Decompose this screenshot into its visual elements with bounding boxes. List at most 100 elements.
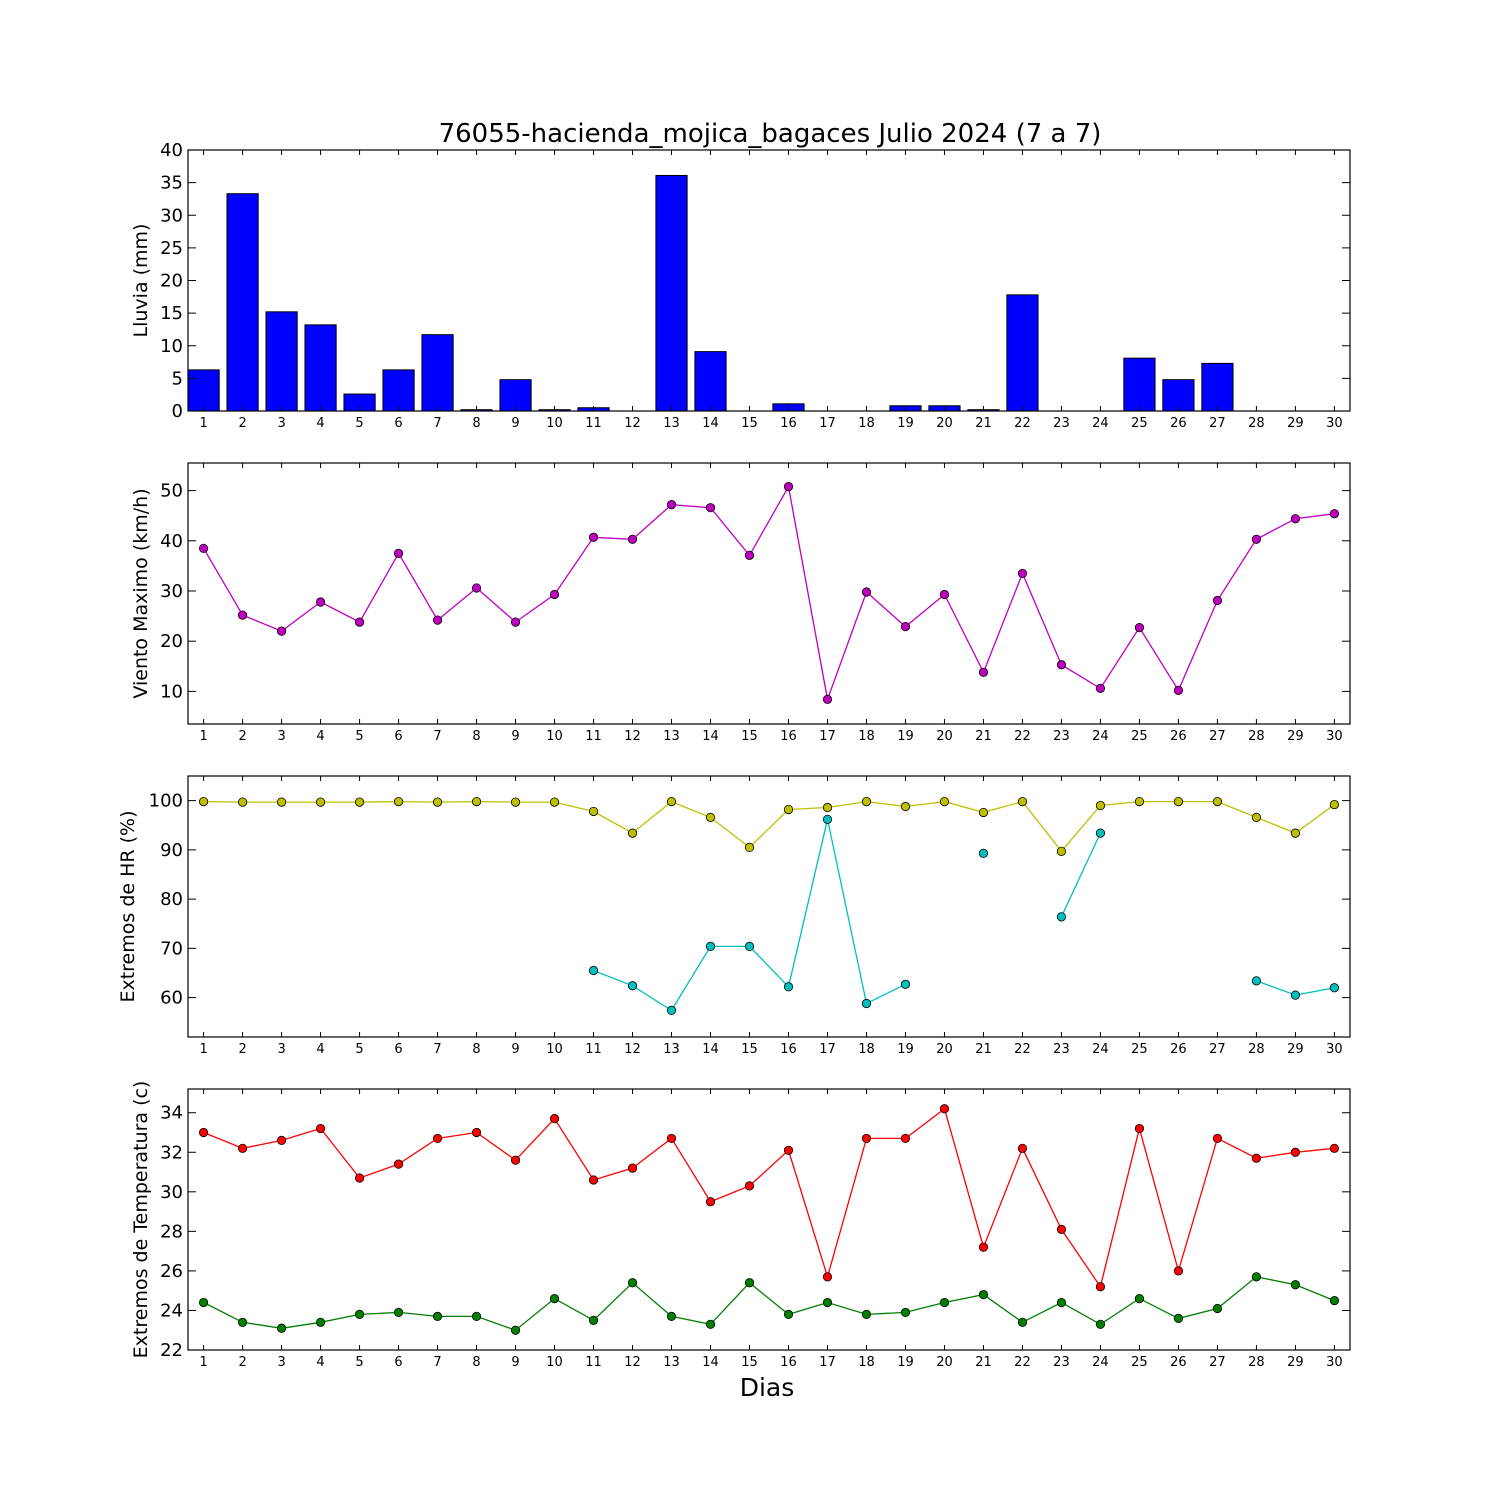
extremos-de-hr-series-2-point-13 [666, 1005, 677, 1016]
lluvia-mm-xtick-label-24: 24 [1092, 416, 1109, 431]
lluvia-mm-bar-22 [1006, 294, 1039, 412]
extremos-de-temperatura-c-series-1-point-24 [1095, 1282, 1106, 1292]
viento-maximo-km-h-plot-area [188, 463, 1350, 724]
extremos-de-hr-xtick-label-12: 12 [624, 1042, 641, 1057]
panel-extremos-de-hr: 1 2 3 4 5 6 7 8 9 10 11 12 13 14 15 16 17 18 19 20 21 22 23 24 2… [117, 775, 1351, 1057]
lluvia-mm-xtick-label-20: 20 [936, 416, 953, 431]
extremos-de-hr-series-1-point-14 [705, 812, 716, 822]
extremos-de-temperatura-c-ytick-label-32: 32 [160, 1142, 183, 1163]
extremos-de-temperatura-c-series-2-point-6 [393, 1307, 404, 1318]
extremos-de-hr-series-1-point-20 [939, 797, 950, 807]
viento-maximo-km-h-xtick-label-3: 3 [277, 729, 285, 744]
viento-maximo-km-h-xtick-label-23: 23 [1053, 729, 1070, 744]
viento-maximo-km-h-xtick-label-18: 18 [858, 729, 875, 744]
extremos-de-hr-xtick-label-9: 9 [511, 1042, 519, 1057]
lluvia-mm-xtick-label-4: 4 [316, 416, 324, 431]
extremos-de-temperatura-c-series-1-point-16 [783, 1145, 794, 1155]
extremos-de-hr-series-1-point-2 [237, 797, 248, 807]
extremos-de-hr-series-1-point-3 [276, 797, 287, 807]
viento-maximo-km-h-xtick-label-11: 11 [585, 729, 602, 744]
extremos-de-temperatura-c-xtick-label-14: 14 [702, 1355, 719, 1370]
viento-maximo-km-h-series-1-point-18 [861, 587, 872, 597]
viento-maximo-km-h-xtick-label-5: 5 [355, 729, 363, 744]
extremos-de-hr-series-1-point-6 [393, 797, 404, 807]
viento-maximo-km-h-series-1-point-2 [237, 610, 248, 620]
extremos-de-temperatura-c-series-1-point-7 [432, 1133, 443, 1144]
viento-maximo-km-h-xtick-label-27: 27 [1209, 729, 1226, 744]
viento-maximo-km-h-series-1-point-23 [1056, 660, 1067, 670]
extremos-de-hr-ytick-label-90: 90 [160, 840, 183, 861]
viento-maximo-km-h-xtick-label-19: 19 [897, 729, 914, 744]
lluvia-mm-xtick-label-26: 26 [1170, 416, 1187, 431]
extremos-de-hr-xtick-label-10: 10 [546, 1042, 563, 1057]
viento-maximo-km-h-series-1-point-24 [1095, 683, 1106, 693]
viento-maximo-km-h-xtick-label-22: 22 [1014, 729, 1031, 744]
extremos-de-temperatura-c-series-2-point-30 [1329, 1295, 1340, 1306]
extremos-de-temperatura-c-xtick-label-3: 3 [277, 1355, 285, 1370]
extremos-de-hr-xtick-label-28: 28 [1248, 1042, 1265, 1057]
lluvia-mm-bar-14 [694, 351, 727, 412]
extremos-de-temperatura-c-series-1-point-8 [471, 1127, 482, 1138]
extremos-de-hr-series-2-point-24 [1095, 828, 1106, 838]
lluvia-mm-xtick-label-15: 15 [741, 416, 758, 431]
extremos-de-hr-xtick-label-2: 2 [238, 1042, 246, 1057]
viento-maximo-km-h-xtick-label-10: 10 [546, 729, 563, 744]
extremos-de-temperatura-c-series-1-point-10 [549, 1114, 560, 1124]
extremos-de-hr-xtick-label-27: 27 [1209, 1042, 1226, 1057]
extremos-de-hr-series-2-point-11 [588, 965, 599, 976]
extremos-de-temperatura-c-series-2-point-20 [939, 1297, 950, 1308]
extremos-de-hr-xtick-label-19: 19 [897, 1042, 914, 1057]
extremos-de-hr-xtick-label-18: 18 [858, 1042, 875, 1057]
lluvia-mm-ytick-label-0: 0 [172, 401, 183, 422]
extremos-de-temperatura-c-series-2-point-7 [432, 1311, 443, 1321]
extremos-de-hr-xtick-label-20: 20 [936, 1042, 953, 1057]
lluvia-mm-bar-3 [265, 311, 298, 412]
extremos-de-hr-xtick-label-3: 3 [277, 1042, 285, 1057]
extremos-de-temperatura-c-series-1-point-19 [900, 1133, 911, 1144]
extremos-de-hr-plot-area [188, 776, 1350, 1037]
extremos-de-hr-series-1-point-29 [1290, 828, 1301, 838]
viento-maximo-km-h-xtick-label-7: 7 [433, 729, 441, 744]
extremos-de-temperatura-c-series-1-point-28 [1251, 1153, 1262, 1163]
extremos-de-temperatura-c-xtick-label-27: 27 [1209, 1355, 1226, 1370]
extremos-de-hr-xtick-label-30: 30 [1326, 1042, 1343, 1057]
extremos-de-hr-series-1-point-8 [471, 797, 482, 807]
viento-maximo-km-h-xtick-label-21: 21 [975, 729, 992, 744]
lluvia-mm-xtick-label-16: 16 [780, 416, 797, 431]
extremos-de-temperatura-c-series-1-point-11 [588, 1175, 599, 1185]
lluvia-mm-xtick-label-7: 7 [433, 416, 441, 431]
extremos-de-temperatura-c-xtick-label-15: 15 [741, 1355, 758, 1370]
extremos-de-hr-series-1-point-12 [627, 828, 638, 838]
lluvia-mm-xtick-label-30: 30 [1326, 416, 1343, 431]
extremos-de-temperatura-c-ytick-label-28: 28 [160, 1221, 183, 1242]
lluvia-mm-xtick-label-12: 12 [624, 416, 641, 431]
extremos-de-temperatura-c-frame [187, 1088, 1351, 1351]
lluvia-mm-ytick-label-30: 30 [160, 205, 183, 226]
viento-maximo-km-h-series-1-line-1 [203, 484, 1335, 702]
extremos-de-hr-series-2-point-30 [1329, 983, 1340, 993]
viento-maximo-km-h-series-1-point-25 [1134, 623, 1145, 633]
viento-maximo-km-h-series-1-point-20 [939, 589, 950, 600]
extremos-de-temperatura-c-xtick-label-29: 29 [1287, 1355, 1304, 1370]
viento-maximo-km-h-series-1-point-29 [1290, 514, 1301, 524]
lluvia-mm-bar-7 [421, 334, 454, 412]
extremos-de-hr-series-1-point-15 [744, 842, 755, 853]
extremos-de-temperatura-c-series-1-point-25 [1134, 1123, 1145, 1134]
extremos-de-temperatura-c-series-2-point-11 [588, 1315, 599, 1325]
lluvia-mm-ytick-label-40: 40 [160, 140, 183, 161]
lluvia-mm-xtick-label-29: 29 [1287, 416, 1304, 431]
lluvia-mm-xtick-label-28: 28 [1248, 416, 1265, 431]
extremos-de-temperatura-c-xtick-label-12: 12 [624, 1355, 641, 1370]
extremos-de-hr-xtick-label-26: 26 [1170, 1042, 1187, 1057]
viento-maximo-km-h-ytick-label-20: 20 [160, 631, 183, 652]
extremos-de-hr-series-1-point-11 [588, 806, 599, 817]
lluvia-mm-xtick-label-6: 6 [394, 416, 402, 431]
extremos-de-temperatura-c-ytick-label-26: 26 [160, 1261, 183, 1282]
viento-maximo-km-h-series-1-point-10 [549, 589, 560, 600]
viento-maximo-km-h-series-1-point-5 [354, 617, 365, 627]
lluvia-mm-xtick-label-19: 19 [897, 416, 914, 431]
extremos-de-temperatura-c-xtick-label-19: 19 [897, 1355, 914, 1370]
viento-maximo-km-h-series-1-point-15 [744, 550, 755, 560]
extremos-de-hr-series-2-point-28 [1251, 976, 1262, 986]
viento-maximo-km-h-xtick-label-13: 13 [663, 729, 680, 744]
